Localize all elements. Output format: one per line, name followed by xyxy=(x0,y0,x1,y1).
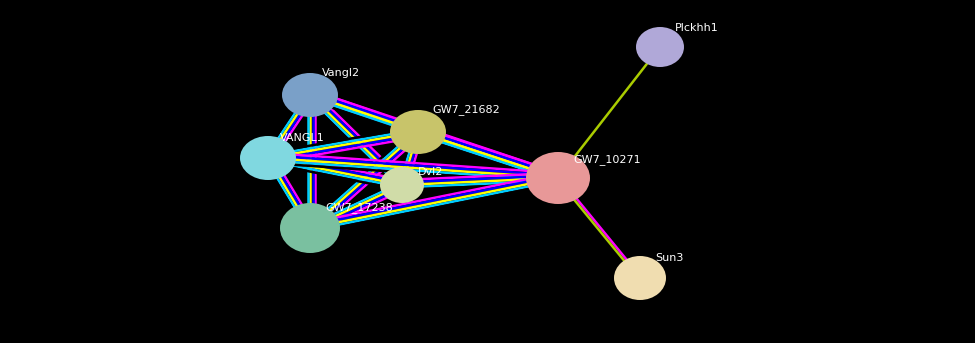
Text: Vangl2: Vangl2 xyxy=(322,68,360,78)
Ellipse shape xyxy=(282,73,338,117)
Text: GW7_21682: GW7_21682 xyxy=(432,105,500,116)
Ellipse shape xyxy=(390,110,446,154)
Text: VANGL1: VANGL1 xyxy=(280,133,325,143)
Ellipse shape xyxy=(614,256,666,300)
Text: GW7_10271: GW7_10271 xyxy=(573,155,641,165)
Ellipse shape xyxy=(380,167,424,203)
Ellipse shape xyxy=(240,136,296,180)
Text: Plckhh1: Plckhh1 xyxy=(675,23,719,33)
Ellipse shape xyxy=(280,203,340,253)
Text: GW7_17238: GW7_17238 xyxy=(325,203,393,213)
Ellipse shape xyxy=(636,27,684,67)
Text: Dvl2: Dvl2 xyxy=(418,167,444,177)
Ellipse shape xyxy=(526,152,590,204)
Text: Sun3: Sun3 xyxy=(655,253,683,263)
